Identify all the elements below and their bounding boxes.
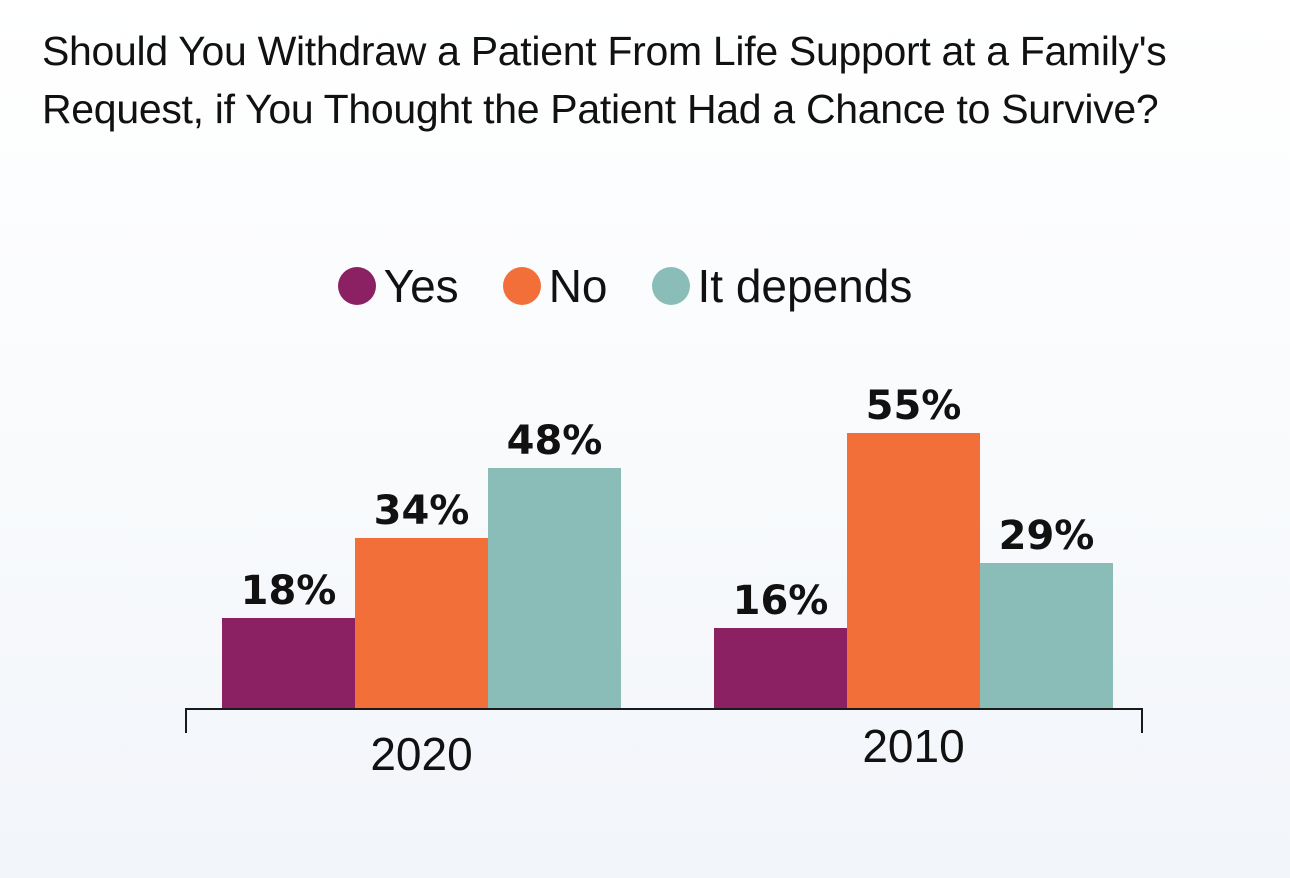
- legend-item-yes: Yes: [337, 258, 459, 314]
- category-label-2010: 2010: [862, 720, 964, 772]
- legend-item-no: No: [502, 258, 608, 314]
- legend-swatch-yes: [337, 267, 376, 305]
- legend-label-it-depends: It depends: [697, 260, 913, 312]
- bar-yes-2010: [714, 628, 847, 708]
- bar-no-2020: [355, 538, 488, 708]
- x-axis-line: [185, 708, 1143, 733]
- legend-label-no: No: [548, 260, 608, 312]
- legend-label-yes: Yes: [383, 260, 459, 312]
- legend-swatch-it-depends: [651, 267, 690, 305]
- data-label-it-depends-2020: 48%: [507, 418, 603, 464]
- data-label-no-2020: 34%: [374, 488, 470, 534]
- data-label-no-2010: 55%: [866, 383, 962, 429]
- data-label-it-depends-2010: 29%: [999, 513, 1095, 559]
- bar-no-2010: [847, 433, 980, 708]
- category-label-2020: 2020: [370, 728, 472, 780]
- legend-swatch-no: [502, 267, 541, 305]
- bar-yes-2020: [222, 618, 355, 708]
- bar-it-depends-2010: [980, 563, 1113, 708]
- bar-it-depends-2020: [488, 468, 621, 708]
- data-label-yes-2020: 18%: [241, 568, 337, 614]
- chart-title: Should You Withdraw a Patient From Life …: [42, 28, 1167, 132]
- data-label-yes-2010: 16%: [733, 578, 829, 624]
- legend: Yes No It depends: [0, 258, 1290, 314]
- legend-item-it-depends: It depends: [651, 258, 913, 314]
